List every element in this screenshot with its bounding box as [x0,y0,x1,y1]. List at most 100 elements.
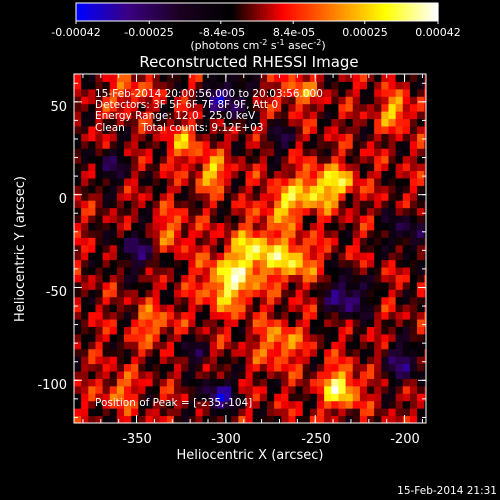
heatmap-cell [417,118,425,127]
heatmap-cell [302,326,311,335]
heatmap-cell [181,81,189,90]
heatmap-cell [288,200,297,209]
heatmap-cell [374,281,382,290]
heatmap-cell [395,408,404,417]
heatmap-cell [202,133,211,142]
heatmap-cell [402,267,411,275]
heatmap-cell [281,393,289,402]
heatmap-cell [274,252,282,261]
heatmap-cell [202,155,211,164]
heatmap-cell [231,341,239,350]
heatmap-cell [124,111,132,120]
heatmap-cell [166,237,175,246]
colorbar-cell [338,3,343,21]
heatmap-cell [402,289,411,298]
heatmap-cell [274,118,282,127]
heatmap-cell [402,185,411,194]
heatmap-cell [102,296,111,305]
heatmap-cell [102,163,111,172]
heatmap-cell [81,140,89,149]
heatmap-cell [238,200,247,209]
heatmap-cell [288,304,297,313]
heatmap-cell [317,326,325,335]
heatmap-cell [424,74,426,82]
heatmap-cell [417,259,425,268]
heatmap-cell [131,118,139,127]
heatmap-cell [324,88,332,97]
heatmap-cell [174,400,182,409]
heatmap-cell [202,118,211,127]
heatmap-cell [374,341,382,350]
heatmap-cell [231,408,239,417]
heatmap-cell [302,311,311,320]
heatmap-cell [159,363,168,372]
heatmap-cell [388,244,397,253]
heatmap-cell [224,177,232,186]
heatmap-cell [252,311,261,320]
heatmap-cell [424,133,426,142]
heatmap-cell [74,385,82,394]
heatmap-cell [231,229,239,238]
heatmap-cell [174,81,182,90]
heatmap-cell [166,393,175,402]
heatmap-cell [338,140,347,149]
heatmap-cell [359,281,368,290]
heatmap-cell [138,304,146,313]
heatmap-cell [352,237,361,246]
heatmap-cell [281,252,289,261]
heatmap-cell [181,289,189,298]
heatmap-cell [417,215,425,224]
heatmap-cell [131,74,139,82]
heatmap-cell [195,148,204,157]
heatmap-cell [402,408,411,417]
heatmap-cell [131,103,139,112]
heatmap-cell [238,237,247,246]
heatmap-cell [338,267,347,275]
heatmap-cell [309,237,318,246]
heatmap-cell [88,177,96,186]
heatmap-cell [352,319,361,327]
heatmap-cell [188,88,197,97]
heatmap-cell [359,400,368,409]
heatmap-cell [145,229,154,238]
heatmap-cell [224,281,232,290]
heatmap-cell [417,125,425,134]
heatmap-cell [209,393,218,402]
heatmap-cell [74,341,82,350]
heatmap-cell [109,319,118,327]
heatmap-cell [224,408,232,417]
heatmap-cell [159,304,168,313]
heatmap-cell [395,296,404,305]
heatmap-cell [152,400,161,409]
heatmap-cell [81,348,89,357]
heatmap-cell [109,170,118,179]
heatmap-cell [138,200,146,209]
heatmap-cell [266,281,275,290]
heatmap-cell [259,393,268,402]
heatmap-cell [88,222,96,231]
heatmap-cell [88,88,96,97]
heatmap-cell [174,88,182,97]
heatmap-cell [109,341,118,350]
heatmap-cell [352,177,361,186]
heatmap-cell [309,170,318,179]
heatmap-cell [331,289,339,298]
heatmap-cell [338,237,347,246]
heatmap-cell [166,274,175,283]
heatmap-cell [424,400,426,409]
heatmap-cell [381,237,389,246]
heatmap-cell [381,319,389,327]
heatmap-cell [88,393,96,402]
heatmap-cell [138,74,146,82]
heatmap-cell [81,88,89,97]
heatmap-cell [338,229,347,238]
heatmap-cell [345,259,354,268]
heatmap-cell [109,296,118,305]
colorbar-cell [419,3,424,21]
heatmap-cell [359,192,368,201]
heatmap-cell [202,185,211,194]
heatmap-cell [195,400,204,409]
colorbar-cell [368,3,373,21]
heatmap-cell [181,363,189,372]
